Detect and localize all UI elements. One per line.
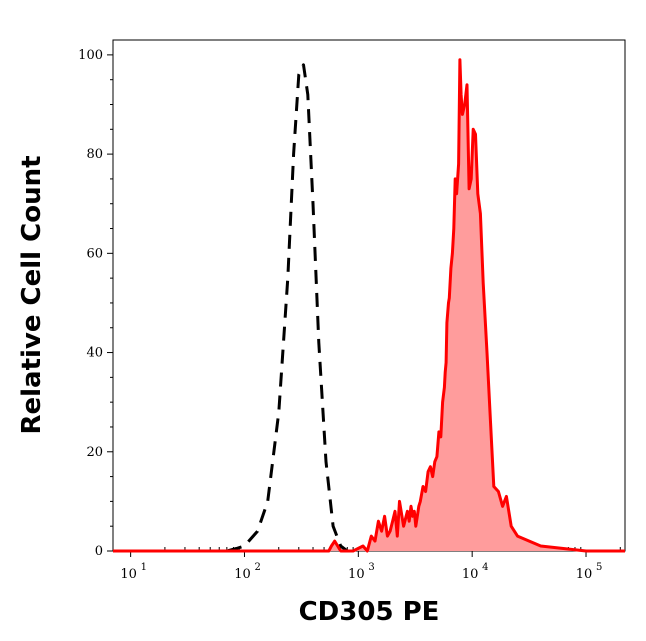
y-tick-label: 40: [86, 346, 103, 361]
y-tick-label: 80: [86, 147, 103, 162]
x-tick-exponent: 4: [482, 562, 488, 573]
x-tick-exponent: 1: [141, 562, 147, 573]
y-tick-label: 100: [78, 48, 103, 63]
y-tick-label: 60: [86, 246, 103, 261]
y-tick-label: 20: [86, 445, 103, 460]
x-tick-exponent: 5: [596, 562, 602, 573]
x-tick-exponent: 3: [368, 562, 374, 573]
x-tick-label: 10: [576, 567, 593, 582]
y-axis-ticks: 0 20 40 60 80 100: [78, 48, 113, 559]
minor-ticks: [110, 79, 621, 551]
y-tick-label: 0: [95, 544, 103, 559]
x-axis-title: CD305 PE: [299, 597, 440, 627]
y-axis-title: Relative Cell Count: [17, 155, 47, 434]
x-tick-label: 10: [234, 567, 251, 582]
x-tick-label: 10: [348, 567, 365, 582]
series-0-line: [113, 63, 354, 553]
x-tick-exponent: 2: [254, 562, 260, 573]
plot-frame: [112, 39, 626, 552]
series-layer: [113, 58, 625, 553]
series-1-line: [113, 58, 625, 553]
series-1-area: [113, 59, 625, 552]
x-tick-label: 10: [120, 567, 137, 582]
x-axis-ticks: 10 1 10 2 10 3 10 4 10 5: [120, 551, 602, 582]
x-tick-label: 10: [462, 567, 479, 582]
